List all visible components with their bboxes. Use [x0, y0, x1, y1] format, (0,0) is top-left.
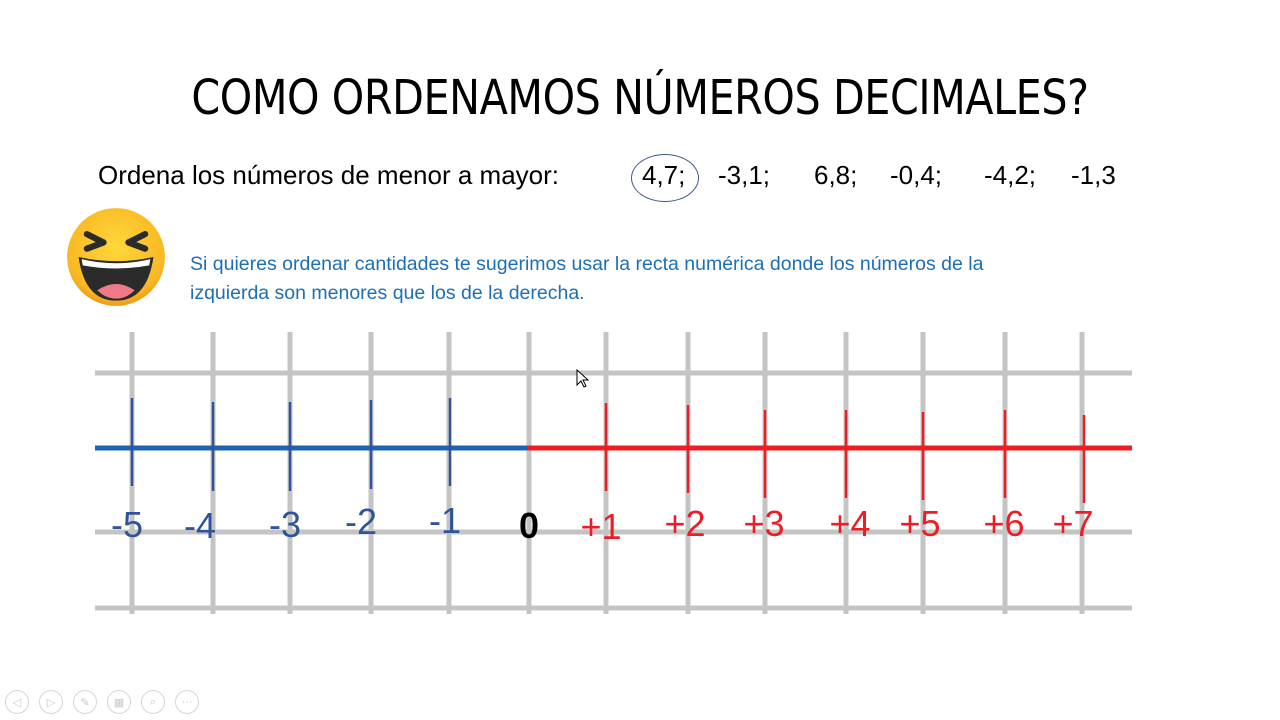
zoom-button[interactable]: ⌕ [141, 690, 165, 714]
pen-icon: ✎ [80, 696, 90, 709]
tick-label: +2 [664, 503, 705, 544]
tick-label: +3 [743, 503, 784, 544]
numbers-list: 4,7; -3,1; 6,8; -0,4; -4,2; -1,3 [0, 160, 1280, 200]
grid [95, 332, 1132, 614]
slides-grid-icon: ▦ [113, 696, 125, 709]
tick-label: +1 [580, 506, 621, 547]
tick-label: +7 [1052, 503, 1093, 544]
presentation-toolbar: ◁ ▷ ✎ ▦ ⌕ ··· [5, 690, 199, 714]
hint-line-2: izquierda son menores que los de la dere… [190, 282, 585, 304]
tick-label: -2 [345, 501, 377, 542]
tick-label: -4 [184, 505, 216, 546]
tick-label: -3 [269, 504, 301, 545]
mouse-cursor-icon [576, 369, 590, 388]
tick-label: -5 [111, 504, 143, 545]
hint-text: Si quieres ordenar cantidades te sugerim… [190, 250, 1090, 308]
previous-icon: ◁ [12, 696, 22, 709]
ellipsis-icon: ··· [181, 696, 193, 708]
see-all-slides-button[interactable]: ▦ [107, 690, 131, 714]
next-slide-button[interactable]: ▷ [39, 690, 63, 714]
instruction-text: Ordena los números de menor a mayor: [98, 160, 559, 190]
number-item: 6,8; [814, 160, 858, 190]
next-icon: ▷ [46, 696, 56, 709]
tick-label: +5 [899, 503, 940, 544]
previous-slide-button[interactable]: ◁ [5, 690, 29, 714]
number-item: -4,2; [984, 160, 1037, 190]
number-item: -0,4; [890, 160, 943, 190]
more-options-button[interactable]: ··· [175, 690, 199, 714]
number-item: -1,3 [1071, 160, 1116, 190]
zero-label: 0 [519, 505, 539, 546]
tick-label: -1 [429, 500, 461, 541]
tick-label: +6 [983, 503, 1024, 544]
tick-label: +4 [829, 503, 870, 544]
hint-line-1: Si quieres ordenar cantidades te sugerim… [190, 253, 984, 275]
slide-title: COMO ORDENAMOS NÚMEROS DECIMALES? [191, 70, 1089, 126]
laughing-emoji-icon [67, 208, 165, 306]
circle-highlight [631, 154, 699, 202]
number-item: -3,1; [718, 160, 771, 190]
magnifier-icon: ⌕ [149, 695, 157, 708]
pen-button[interactable]: ✎ [73, 690, 97, 714]
